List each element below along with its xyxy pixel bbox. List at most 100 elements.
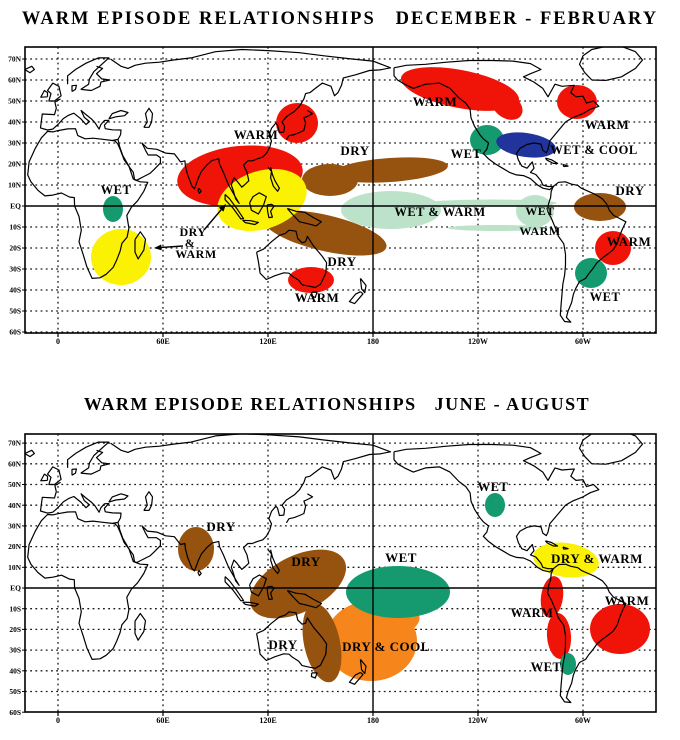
region-label: WET <box>531 660 562 674</box>
lat-tick-label: 70N <box>8 439 22 448</box>
region-label: WET <box>525 204 555 218</box>
arrowhead-icon <box>154 244 162 251</box>
coastline <box>266 585 275 600</box>
region-wet-eafrica <box>103 196 123 222</box>
region-drywarm-safrica <box>91 229 151 285</box>
coastline <box>143 107 154 128</box>
map-title-jja: WARM EPISODE RELATIONSHIPS JUNE - AUGUST <box>84 394 590 414</box>
region-wet-uruguay <box>575 258 607 288</box>
region-wetwarm-streak-s <box>448 225 548 231</box>
coastline <box>108 109 129 120</box>
map-frame <box>24 433 657 713</box>
coastline <box>359 659 367 675</box>
region-label: DRY & WARM <box>551 551 643 566</box>
coastline <box>67 441 110 474</box>
arrowhead-icon <box>218 204 226 212</box>
coastline <box>67 57 110 90</box>
lat-tick-label: 60N <box>8 459 22 468</box>
region-label: DRY <box>340 143 369 158</box>
lon-tick-label: 60E <box>156 716 169 725</box>
lat-tick-label: 60N <box>8 76 22 85</box>
map-june-august: 70N 60N 50N 40N 30N 20N 10N EQ 10S 20S 30S 40S 50S 60… <box>8 433 657 725</box>
region-label: WARM <box>413 94 458 109</box>
region-label: WARM <box>607 234 652 249</box>
lat-tick-label: 70N <box>8 55 22 64</box>
coastline <box>134 612 147 641</box>
coastline <box>267 549 280 575</box>
lat-tick-label: EQ <box>10 202 21 211</box>
lat-tick-label: 50S <box>9 307 21 316</box>
coastline <box>544 540 559 547</box>
lat-tick-label: 60S <box>9 708 21 717</box>
lat-tick-label: 50S <box>9 687 21 696</box>
lat-tick-label: 40S <box>9 286 21 295</box>
coastline <box>544 157 559 164</box>
coastline <box>80 449 111 475</box>
region-label: WARM <box>234 127 279 142</box>
region-label: WET <box>101 183 132 197</box>
region-label: WET <box>451 147 482 161</box>
lat-tick-label: 30S <box>9 646 21 655</box>
annotation-arrow <box>157 245 184 249</box>
coastline <box>71 468 77 476</box>
lat-tick-label: 30S <box>9 265 21 274</box>
region-wetwarm-peru <box>516 195 554 227</box>
region-label: DRY <box>179 225 206 239</box>
lat-tick-label: 20N <box>8 542 22 551</box>
coastline <box>25 65 35 74</box>
region-label: WARM <box>295 290 340 305</box>
region-wet-cpacific <box>346 566 450 618</box>
lon-tick-label: 120E <box>259 716 276 725</box>
coastline <box>80 65 111 92</box>
lon-tick-label: 60W <box>575 716 591 725</box>
coastline <box>25 449 35 458</box>
region-label: DRY <box>291 554 320 569</box>
coastline <box>393 59 600 191</box>
region-wetwarm-cpacific <box>341 191 441 229</box>
region-label: DRY <box>327 254 356 269</box>
region-label: WARM <box>585 117 630 132</box>
coastline <box>256 611 328 669</box>
lat-tick-label: 30N <box>8 139 22 148</box>
coastline <box>242 601 259 607</box>
region-label: DRY & COOL <box>342 639 430 654</box>
lat-tick-label: 50N <box>8 480 22 489</box>
lon-tick-label: 0 <box>56 716 60 725</box>
lat-tick-label: 30N <box>8 522 22 531</box>
coastline <box>547 563 627 704</box>
coastline <box>27 481 149 660</box>
coastline <box>547 181 627 323</box>
region-label: WARM <box>519 224 560 238</box>
region-warm-alaska-tail <box>491 92 523 120</box>
coastline <box>224 193 245 220</box>
coastline <box>578 434 644 465</box>
lat-tick-label: 20N <box>8 160 22 169</box>
region-label: WET <box>478 480 509 494</box>
coastline <box>249 192 267 215</box>
map-frame <box>24 46 657 334</box>
region-label: & <box>185 236 196 250</box>
coastline <box>267 166 280 192</box>
lat-tick-label: EQ <box>10 584 21 593</box>
coastline <box>134 231 147 260</box>
coastline <box>242 219 259 226</box>
coastline <box>348 671 364 685</box>
coastline <box>359 278 367 294</box>
coastline <box>46 82 62 102</box>
lat-tick-label: 20S <box>9 625 21 634</box>
coastline <box>40 473 49 482</box>
lon-tick-label: 120E <box>259 337 276 346</box>
coastline <box>249 574 267 597</box>
region-label: WET <box>385 550 417 565</box>
lat-tick-label: 20S <box>9 244 21 253</box>
region-dry-india <box>178 527 214 571</box>
coastline <box>285 493 314 524</box>
lat-tick-label: 40N <box>8 118 22 127</box>
coastline <box>110 48 392 204</box>
coastline <box>46 466 62 486</box>
region-dry-wpacific-band-e <box>332 157 448 183</box>
lon-tick-label: 180 <box>367 337 379 346</box>
coastline <box>348 291 364 305</box>
coastline <box>256 229 328 289</box>
region-warm-ebrazil <box>590 604 650 654</box>
